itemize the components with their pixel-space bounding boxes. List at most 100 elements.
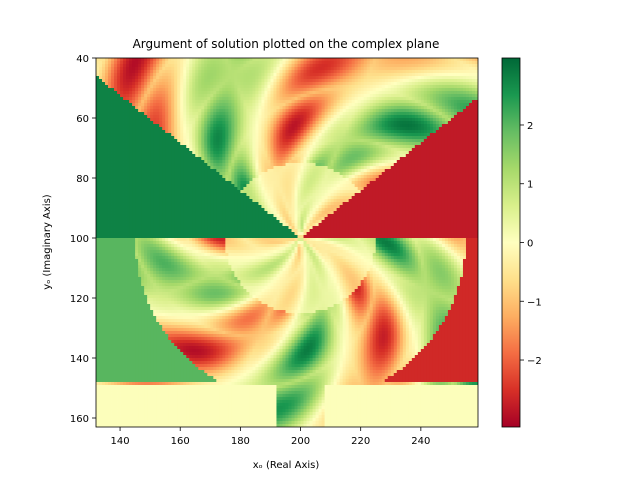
heatmap-cell (105, 97, 109, 101)
heatmap-cell (363, 64, 368, 68)
heatmap-cell (264, 88, 268, 92)
heatmap-cell (111, 70, 115, 74)
heatmap-cell (345, 133, 350, 137)
heatmap-cell (141, 76, 145, 80)
heatmap-cell (345, 130, 350, 134)
heatmap-cell (198, 136, 202, 140)
heatmap-cell (231, 172, 235, 176)
heatmap-cell (468, 157, 473, 161)
heatmap-cell (465, 136, 470, 140)
heatmap-cell (120, 79, 124, 83)
heatmap-cell (222, 103, 226, 107)
heatmap-cell (162, 118, 166, 122)
heatmap-cell (246, 127, 250, 131)
heatmap-cell (114, 88, 118, 92)
heatmap-cell (396, 163, 401, 167)
heatmap-cell (468, 148, 473, 152)
heatmap-cell (465, 121, 470, 125)
heatmap-cell (327, 133, 332, 137)
heatmap-cell (99, 142, 103, 146)
heatmap-cell (447, 73, 452, 77)
heatmap-cell (153, 88, 157, 92)
heatmap-cell (144, 67, 148, 71)
heatmap-cell (261, 142, 265, 146)
heatmap-cell (381, 148, 386, 152)
heatmap-cell (231, 67, 235, 71)
heatmap-cell (234, 64, 238, 68)
heatmap-cell (165, 175, 169, 179)
heatmap-cell (132, 148, 136, 152)
heatmap-cell (276, 79, 280, 83)
heatmap-cell (261, 106, 265, 110)
heatmap-cell (279, 127, 283, 131)
heatmap-cell (381, 160, 386, 164)
heatmap-cell (399, 124, 404, 128)
heatmap-cell (213, 91, 217, 95)
heatmap-cell (420, 148, 425, 152)
heatmap-cell (174, 169, 178, 173)
heatmap-cell (282, 70, 286, 74)
heatmap-cell (183, 163, 187, 167)
heatmap-cell (168, 91, 172, 95)
heatmap-cell (270, 103, 274, 107)
heatmap-cell (129, 115, 133, 119)
heatmap-cell (138, 67, 142, 71)
heatmap-cell (339, 133, 344, 137)
heatmap-cell (471, 151, 476, 155)
heatmap-cell (465, 106, 470, 110)
heatmap-cell (378, 163, 383, 167)
heatmap-cell (378, 106, 383, 110)
heatmap-cell (231, 148, 235, 152)
heatmap-cell (186, 106, 190, 110)
heatmap-cell (432, 103, 437, 107)
heatmap-cell (219, 115, 223, 119)
heatmap-cell (336, 103, 341, 107)
heatmap-cell (390, 67, 395, 71)
heatmap-cell (408, 100, 413, 104)
heatmap-cell (309, 151, 313, 155)
heatmap-cell (342, 115, 347, 119)
heatmap-cell (114, 172, 118, 176)
heatmap-cell (153, 166, 157, 170)
heatmap-cell (222, 136, 226, 140)
heatmap-cell (330, 82, 335, 86)
heatmap-cell (234, 145, 238, 149)
heatmap-cell (432, 118, 437, 122)
heatmap-cell (330, 127, 335, 131)
heatmap-cell (99, 73, 103, 77)
heatmap-cell (336, 130, 341, 134)
heatmap-cell (369, 61, 374, 65)
heatmap-cell (360, 142, 365, 146)
heatmap-cell (237, 148, 241, 152)
heatmap-cell (243, 139, 247, 143)
heatmap-cell (351, 157, 356, 161)
heatmap-cell (135, 166, 139, 170)
heatmap-cell (153, 67, 157, 71)
heatmap-cell (405, 76, 410, 80)
heatmap-cell (306, 106, 310, 110)
heatmap-cell (201, 61, 205, 65)
heatmap-cell (441, 166, 446, 170)
heatmap-cell (456, 133, 461, 137)
heatmap-cell (126, 154, 130, 158)
heatmap-cell (174, 175, 178, 179)
heatmap-cell (363, 85, 368, 89)
heatmap-cell (177, 157, 181, 161)
heatmap-cell (369, 106, 374, 110)
heatmap-cell (279, 85, 283, 89)
heatmap-cell (264, 67, 268, 71)
heatmap-cell (171, 61, 175, 65)
heatmap-cell (108, 154, 112, 158)
heatmap-cell (147, 148, 151, 152)
heatmap-cell (114, 169, 118, 173)
heatmap-cell (282, 109, 286, 113)
heatmap-cell (465, 67, 470, 71)
heatmap-cell (195, 148, 199, 152)
heatmap-cell (135, 73, 139, 77)
heatmap-cell (360, 106, 365, 110)
heatmap-cell (279, 157, 283, 161)
heatmap-cell (378, 172, 383, 176)
heatmap-cell (462, 130, 467, 134)
heatmap-cell (402, 76, 407, 80)
heatmap-cell (459, 94, 464, 98)
